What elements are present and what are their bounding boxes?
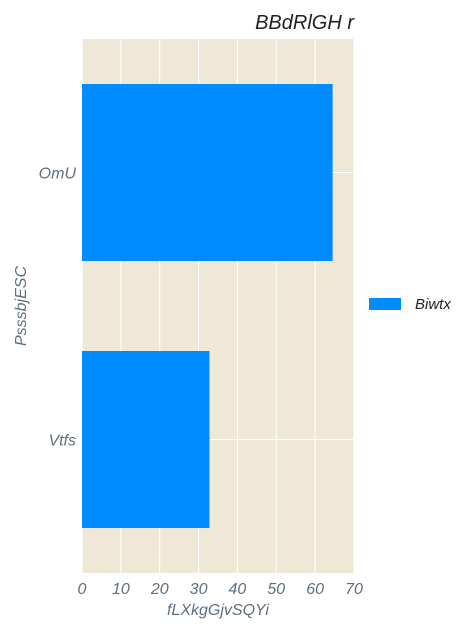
bar-omu — [82, 83, 333, 262]
x-axis-label: fLXkgGjvSQYi — [167, 602, 269, 619]
x-tick-label: 40 — [229, 581, 247, 598]
y-tick-labels: OmU Vtfs — [39, 166, 77, 450]
x-tick-labels: 0 10 20 30 40 50 60 70 — [78, 581, 363, 598]
x-tick-label: 60 — [306, 581, 324, 598]
legend-swatch-biwtx — [369, 298, 401, 310]
x-tick-label: 30 — [190, 581, 208, 598]
bar-vtfs — [82, 350, 210, 529]
y-tick-label: Vtfs — [48, 433, 76, 450]
x-tick-label: 0 — [78, 581, 87, 598]
legend: Biwtx — [369, 296, 451, 313]
x-tick-label: 10 — [112, 581, 130, 598]
chart-title: BBdRlGH r — [255, 12, 355, 34]
x-tick-label: 50 — [267, 581, 285, 598]
x-tick-label: 70 — [345, 581, 363, 598]
x-tick-label: 20 — [150, 581, 169, 598]
y-tick-label: OmU — [39, 166, 77, 183]
legend-label-biwtx: Biwtx — [415, 296, 451, 313]
bars — [82, 83, 333, 529]
y-axis-label: PsssbjESC — [13, 266, 30, 346]
